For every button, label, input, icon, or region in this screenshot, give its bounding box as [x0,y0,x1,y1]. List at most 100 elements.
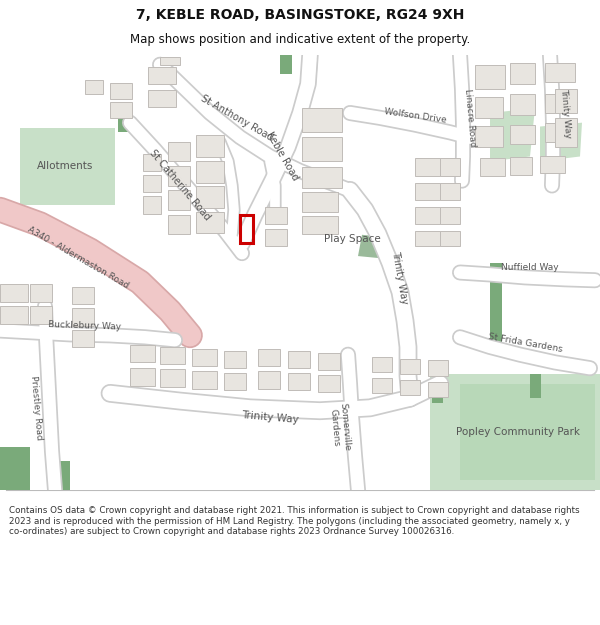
Text: St Catherine Road: St Catherine Road [148,148,212,222]
Polygon shape [428,361,448,376]
Text: St Frida Gardens: St Frida Gardens [487,332,563,354]
Polygon shape [0,306,28,324]
Polygon shape [302,167,342,188]
Polygon shape [400,380,420,395]
Polygon shape [280,55,292,74]
Polygon shape [258,371,280,389]
Bar [239,216,253,242]
Polygon shape [72,329,94,347]
Polygon shape [540,156,565,173]
Text: Map shows position and indicative extent of the property.: Map shows position and indicative extent… [130,33,470,46]
Polygon shape [545,62,575,82]
Polygon shape [20,127,115,205]
Polygon shape [415,182,440,200]
Polygon shape [510,124,535,144]
Polygon shape [168,214,190,234]
Polygon shape [475,64,505,89]
Polygon shape [192,371,217,389]
Polygon shape [196,186,224,208]
Polygon shape [160,369,185,387]
Polygon shape [440,231,460,246]
Polygon shape [302,108,342,132]
Polygon shape [143,196,161,214]
Text: Somerville
Gardens: Somerville Gardens [328,402,352,452]
Polygon shape [118,103,130,132]
Polygon shape [148,90,176,108]
Polygon shape [358,235,382,258]
Polygon shape [432,376,443,403]
Polygon shape [440,182,460,200]
Polygon shape [430,374,600,490]
Text: Keble Road: Keble Road [264,131,300,182]
Text: Contains OS data © Crown copyright and database right 2021. This information is : Contains OS data © Crown copyright and d… [9,506,580,536]
Polygon shape [130,368,155,386]
Polygon shape [265,229,287,246]
Polygon shape [30,306,52,324]
Polygon shape [0,284,28,301]
Polygon shape [160,57,180,64]
Polygon shape [30,284,52,301]
Text: Bucklebury Way: Bucklebury Way [49,320,122,331]
Polygon shape [415,231,440,246]
Polygon shape [143,154,161,171]
Text: Allotments: Allotments [37,161,93,171]
Polygon shape [440,158,460,176]
Polygon shape [224,373,246,391]
Text: Wolfson Drive: Wolfson Drive [383,107,446,125]
Polygon shape [50,461,70,490]
Polygon shape [302,192,338,212]
Text: Linacre Road: Linacre Road [463,88,477,148]
Polygon shape [196,135,224,156]
Polygon shape [160,347,185,364]
Polygon shape [510,94,535,115]
Polygon shape [530,374,541,398]
Text: Trinity Way: Trinity Way [241,410,299,425]
Polygon shape [400,359,420,374]
Text: Trinity Way: Trinity Way [391,250,410,304]
Polygon shape [110,83,132,99]
Polygon shape [475,97,503,118]
Polygon shape [475,126,503,147]
Polygon shape [258,349,280,366]
Polygon shape [545,122,570,142]
Text: Nuffield Way: Nuffield Way [501,263,559,272]
Polygon shape [148,67,176,84]
Polygon shape [72,287,94,304]
Polygon shape [168,191,190,209]
Polygon shape [130,345,155,362]
Text: Priestley Road: Priestley Road [29,375,43,441]
Polygon shape [318,352,340,370]
Polygon shape [460,384,595,481]
Polygon shape [415,207,440,224]
Polygon shape [510,62,535,84]
Polygon shape [196,161,224,182]
Polygon shape [490,108,535,161]
Polygon shape [555,89,577,113]
Polygon shape [510,158,532,175]
Text: Trinity Way: Trinity Way [559,88,572,138]
Text: Popley Community Park: Popley Community Park [456,427,580,437]
Polygon shape [0,446,30,490]
Polygon shape [372,378,392,393]
Polygon shape [72,308,94,326]
Polygon shape [318,375,340,392]
Polygon shape [143,175,161,192]
Polygon shape [168,142,190,161]
Polygon shape [440,207,460,224]
Polygon shape [302,137,342,161]
Polygon shape [288,351,310,368]
Polygon shape [415,158,440,176]
Polygon shape [428,382,448,398]
Text: Play Space: Play Space [323,234,380,244]
Polygon shape [490,263,502,347]
Polygon shape [302,216,338,234]
Polygon shape [540,122,582,161]
Polygon shape [288,373,310,391]
Text: A340 - Aldermaston Road: A340 - Aldermaston Road [26,225,130,291]
Text: 7, KEBLE ROAD, BASINGSTOKE, RG24 9XH: 7, KEBLE ROAD, BASINGSTOKE, RG24 9XH [136,8,464,22]
Polygon shape [372,357,392,372]
Polygon shape [224,351,246,368]
Polygon shape [480,158,505,176]
Polygon shape [85,80,103,94]
Polygon shape [265,207,287,224]
